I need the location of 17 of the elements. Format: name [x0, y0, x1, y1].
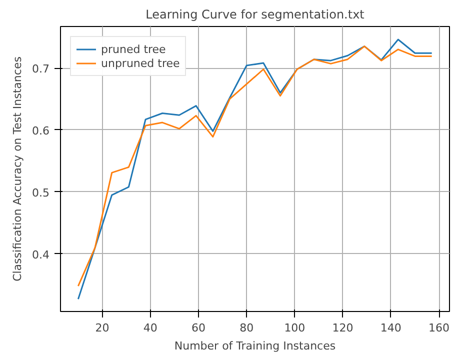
x-axis-title: Number of Training Instances [174, 340, 336, 352]
x-tick-label: 20 [95, 322, 110, 334]
x-tick-label: 160 [428, 322, 450, 334]
x-tick-label: 120 [332, 322, 354, 334]
y-tick-label: 0.4 [32, 248, 50, 262]
legend-label: unpruned tree [101, 56, 180, 70]
legend-label: pruned tree [101, 42, 166, 56]
x-tick-label: 100 [284, 322, 306, 334]
y-tick-label: 0.5 [32, 186, 50, 200]
x-tick-label: 140 [380, 322, 402, 334]
x-tick-label: 80 [240, 322, 254, 334]
chart-title: Learning Curve for segmentation.txt [146, 8, 365, 22]
y-axis-title: Classification Accuracy on Test Instances [11, 56, 24, 282]
y-tick-label: 0.7 [32, 62, 50, 76]
x-tick-label: 40 [143, 322, 158, 334]
x-tick-label: 60 [191, 322, 206, 334]
y-tick-label: 0.6 [32, 124, 50, 138]
